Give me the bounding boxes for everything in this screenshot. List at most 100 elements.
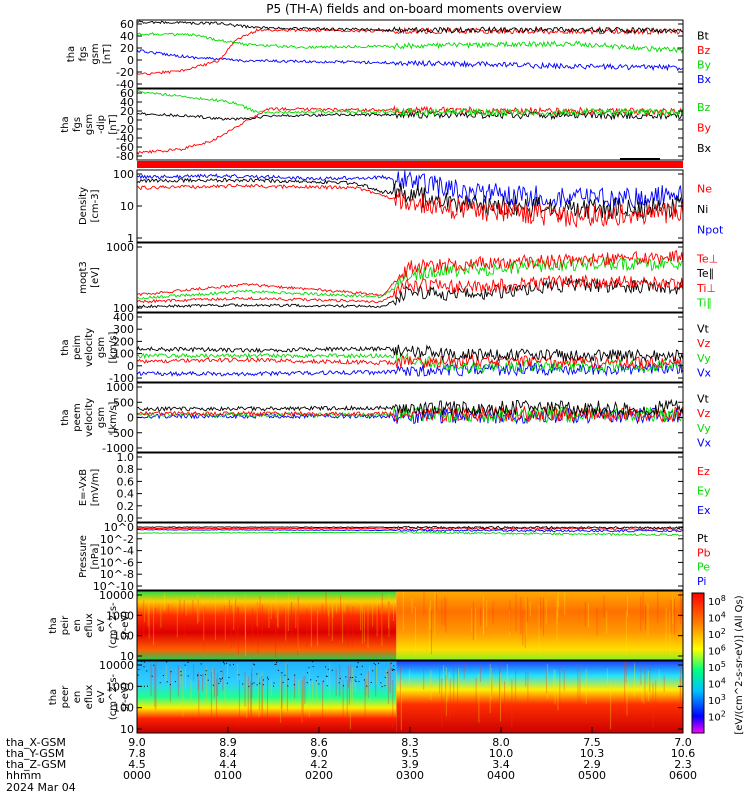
spectrogram-speckle (226, 682, 228, 684)
spectrogram-stripe (285, 662, 287, 712)
y-axis-label: tha (60, 339, 71, 355)
spectrogram-speckle (327, 668, 329, 670)
y-tick-label: 10^-6 (100, 556, 134, 569)
y-tick-label: 0 (127, 360, 134, 373)
y-axis-label: E=-VxB (78, 469, 89, 506)
y-tick-label: -500 (109, 427, 134, 440)
spectrogram-stripe (306, 608, 308, 648)
spectrogram-stripe (443, 665, 444, 689)
spectrogram-speckle (306, 682, 308, 684)
spectrogram-stripe (624, 661, 626, 712)
spectrogram-speckle (251, 683, 253, 685)
spectrogram-speckle (380, 682, 382, 684)
legend-Ni: Ni (697, 203, 708, 216)
y-tick-label: -40 (116, 78, 134, 91)
spectrogram-stripe (641, 672, 643, 702)
spectrogram-stripe (640, 667, 642, 685)
y-axis-label: [eV] (90, 267, 101, 288)
spectrogram-stripe (214, 594, 216, 641)
spectrogram-stripe (235, 599, 237, 640)
series-line-Bz (136, 90, 684, 118)
spectrogram-speckle (315, 680, 317, 682)
spectrogram-stripe (491, 668, 492, 699)
y-axis-label: eflux (84, 685, 95, 710)
series-line-Pt (136, 525, 684, 530)
spectrogram-stripe (525, 597, 527, 637)
spectrogram-speckle (248, 685, 250, 687)
y-tick-label: 10 (120, 650, 134, 663)
spectrogram-stripe (177, 665, 179, 697)
spectrogram-stripe (431, 610, 432, 655)
y-tick-label: 60 (120, 87, 134, 100)
spectrogram-stripe (411, 598, 413, 614)
y-tick-label: -20 (116, 66, 134, 79)
spectrogram-stripe (626, 676, 628, 716)
spectrogram-stripe (217, 672, 219, 697)
spectrogram-stripe (342, 599, 344, 643)
spectrogram-stripe (423, 668, 425, 690)
spectrogram-stripe (185, 599, 187, 616)
legend-Ti∥: Ti∥ (696, 297, 712, 310)
legend-Pb: Pb (697, 546, 711, 559)
legend-Vt: Vt (697, 392, 710, 405)
spectrogram-speckle (394, 669, 396, 671)
spectrogram-speckle (274, 663, 276, 665)
spectrogram-stripe (554, 669, 556, 705)
spectrogram-stripe (321, 603, 323, 620)
spectrogram-stripe (277, 611, 279, 627)
spectrogram-stripe (185, 666, 186, 691)
spectrogram-speckle (205, 674, 207, 676)
spectrogram-stripe (584, 601, 586, 627)
spectrogram-stripe (326, 673, 328, 690)
spectrogram-stripe (280, 676, 282, 723)
time-row-value: 8.3 (401, 736, 419, 749)
spectrogram-stripe (475, 608, 477, 641)
spectrogram-stripe (150, 664, 152, 697)
spectrogram-speckle (263, 679, 264, 681)
spectrogram-stripe (511, 679, 513, 729)
spectrogram-stripe (463, 662, 465, 679)
spectrogram-speckle (218, 682, 220, 684)
y-axis-label: eflux (84, 613, 95, 638)
legend-Te⊥: Te⊥ (696, 252, 718, 265)
y-tick-label: 60 (120, 18, 134, 31)
y-tick-label: -40 (116, 132, 134, 145)
spectrogram-stripe (449, 678, 451, 722)
series-line-Ni (136, 177, 684, 220)
spectrogram-stripe (545, 598, 547, 625)
spectrogram-speckle (276, 662, 278, 664)
spectrogram-stripe (445, 598, 447, 633)
spectrogram-speckle (146, 670, 148, 672)
spectrogram-stripe (388, 601, 389, 618)
y-axis-label: tha (66, 46, 77, 62)
time-row-value: 4.5 (128, 758, 146, 771)
spectrogram-stripe (395, 670, 397, 717)
spectrogram-stripe (392, 680, 394, 729)
panel-frame (136, 590, 684, 661)
spectrogram-stripe (509, 600, 511, 632)
y-tick-label: 0.2 (117, 500, 135, 513)
spectrogram-speckle (138, 669, 140, 671)
spectrogram-stripe (500, 673, 501, 722)
colorbar-tick-label: 106 (708, 644, 726, 658)
spectrogram-stripe (192, 599, 194, 616)
y-axis-label: velocity (84, 328, 95, 367)
spectrogram-stripe (377, 605, 379, 644)
time-row-value: 2.3 (674, 758, 692, 771)
spectrogram-speckle (219, 680, 221, 682)
spectrogram-stripe (327, 597, 329, 617)
legend-Bx: Bx (697, 142, 712, 155)
colorbar-tick-label: 102 (708, 710, 726, 724)
spectrogram-stripe (183, 599, 185, 643)
spectrogram-stripe (504, 681, 505, 711)
spectrogram-stripe (579, 672, 581, 696)
spectrogram-stripe (237, 607, 239, 641)
spectrogram-stripe (198, 595, 200, 622)
panel-frame (136, 88, 684, 161)
spectrogram-stripe (224, 680, 226, 709)
spectrogram-stripe (250, 673, 252, 723)
panel-frame (136, 522, 684, 591)
spectrogram-stripe (642, 592, 644, 622)
y-axis-label: [cm-3] (90, 189, 101, 222)
